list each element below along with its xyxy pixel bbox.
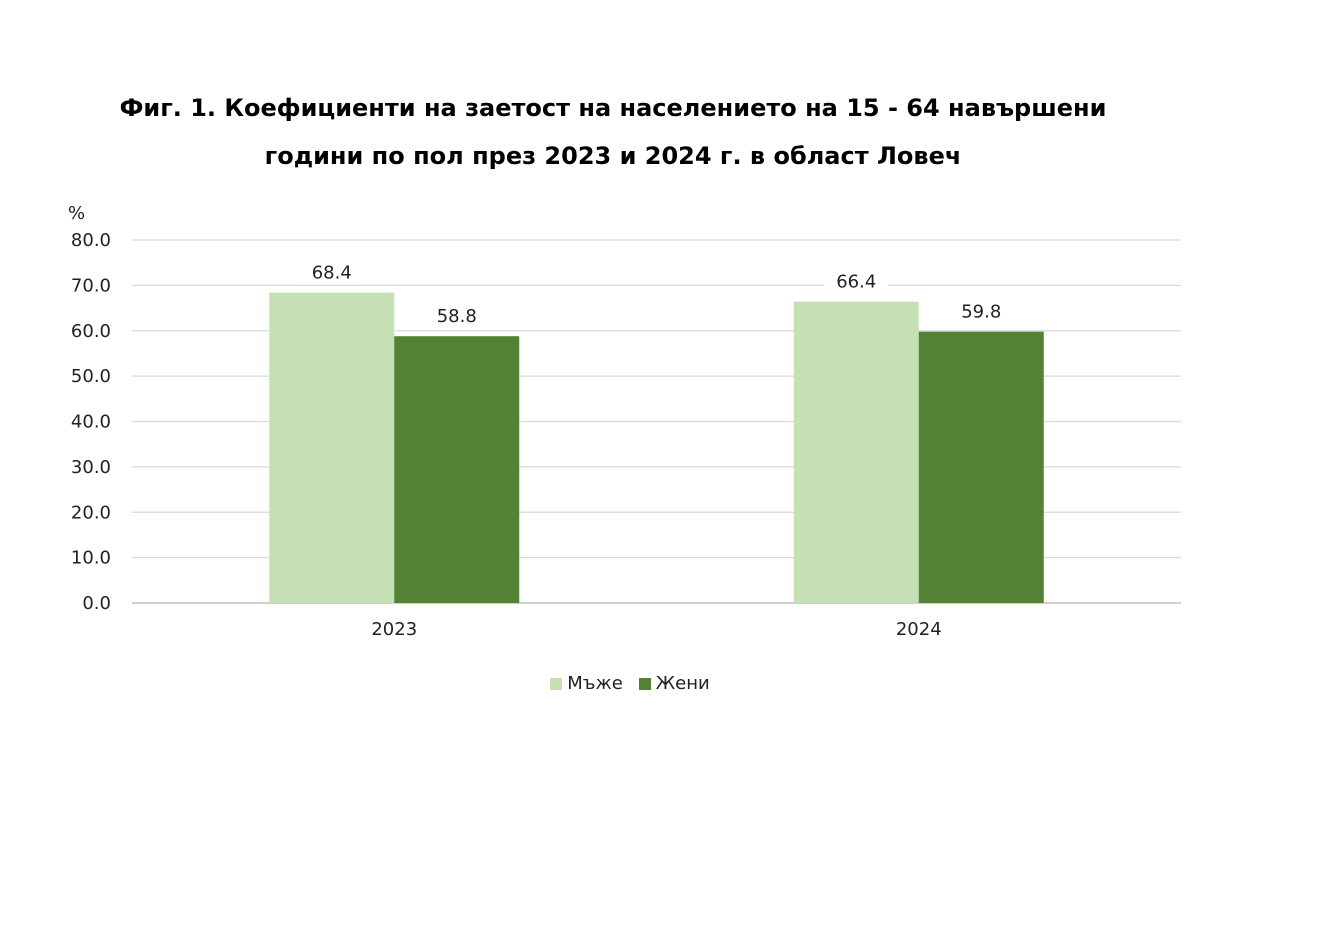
legend-swatch bbox=[550, 677, 563, 690]
y-tick-label: 0.0 bbox=[82, 593, 111, 614]
data-label: 58.8 bbox=[437, 306, 477, 327]
legend-label: Мъже bbox=[567, 673, 623, 694]
legend-swatch bbox=[638, 677, 651, 690]
data-label: 68.4 bbox=[312, 263, 352, 284]
x-tick-label: 2023 bbox=[371, 619, 417, 640]
data-label-backdrop bbox=[299, 260, 364, 285]
bar-Жени-2023 bbox=[394, 336, 520, 603]
y-axis-unit-label: % bbox=[68, 203, 85, 224]
data-label-backdrop bbox=[824, 269, 889, 294]
y-tick-label: 30.0 bbox=[71, 457, 111, 478]
bars bbox=[269, 292, 1044, 603]
axis-ticks: 0.0 10.0 20.0 30.0 40.0 50.0 60.0 70.0 80.0 2023 2… bbox=[71, 230, 942, 640]
legend: Мъже Жени bbox=[0, 673, 1260, 694]
x-tick-label: 2024 bbox=[896, 619, 942, 640]
legend-item: Жени bbox=[638, 673, 710, 694]
data-label: 66.4 bbox=[836, 272, 876, 293]
bar-Жени-2024 bbox=[918, 331, 1044, 603]
chart-title-line-1: Фиг. 1. Коефициенти на заетост на населе… bbox=[119, 94, 1107, 122]
y-tick-label: 20.0 bbox=[71, 502, 111, 523]
y-tick-label: 50.0 bbox=[71, 366, 111, 387]
y-tick-label: 70.0 bbox=[71, 275, 111, 296]
chart-title-line-2: години по пол през 2023 и 2024 г. в обла… bbox=[264, 142, 962, 170]
data-label-backdrop bbox=[949, 299, 1014, 324]
legend-item: Мъже bbox=[550, 673, 623, 694]
y-tick-label: 80.0 bbox=[71, 230, 111, 251]
bar-Мъже-2023 bbox=[269, 292, 395, 603]
y-tick-label: 60.0 bbox=[71, 321, 111, 342]
legend-label: Жени bbox=[655, 673, 710, 694]
data-label: 59.8 bbox=[961, 302, 1001, 323]
data-label-backdrop bbox=[424, 304, 489, 329]
bar-Мъже-2024 bbox=[793, 301, 919, 603]
y-tick-label: 40.0 bbox=[71, 412, 111, 433]
y-tick-label: 10.0 bbox=[71, 548, 111, 569]
data-labels: 68.4 58.8 66.4 59.8 bbox=[299, 260, 1014, 329]
